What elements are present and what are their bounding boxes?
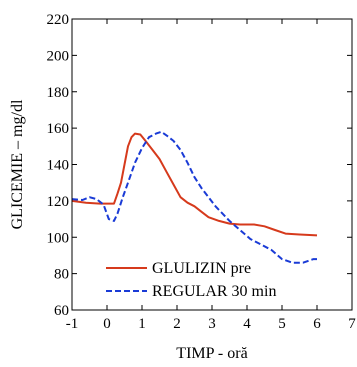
x-axis-title: TIMP - oră	[176, 345, 247, 362]
x-tick-label: -1	[66, 316, 79, 332]
y-tick-label: 140	[47, 158, 70, 174]
x-tick-label: 0	[103, 316, 111, 332]
y-tick-label: 180	[47, 85, 70, 101]
legend-label-0: GLULIZIN pre	[152, 260, 251, 277]
y-tick-label: 200	[47, 48, 70, 64]
y-tick-label: 80	[54, 267, 69, 283]
x-tick-label: 2	[173, 316, 181, 332]
x-tick-label: 4	[243, 316, 251, 332]
series-line-0	[71, 132, 318, 237]
x-tick-label: 7	[348, 316, 356, 332]
plot-frame	[71, 18, 353, 311]
legend: GLULIZIN pre REGULAR 30 min	[106, 260, 276, 300]
x-tick-label: 1	[138, 316, 146, 332]
series-line-1	[71, 130, 317, 264]
y-tick-label: 100	[47, 230, 70, 246]
legend-label-1: REGULAR 30 min	[152, 283, 276, 300]
y-tick-label: 60	[54, 303, 69, 319]
x-tick-label: 5	[278, 316, 286, 332]
y-axis-title: GLICEMIE – mg/dl	[9, 99, 26, 229]
y-tick-label: 160	[47, 121, 70, 137]
y-tick-label: 220	[47, 12, 70, 28]
y-tick-label: 120	[47, 194, 70, 210]
x-tick-label: 6	[313, 316, 321, 332]
series-lines	[71, 130, 318, 264]
x-tick-label: 3	[208, 316, 216, 332]
